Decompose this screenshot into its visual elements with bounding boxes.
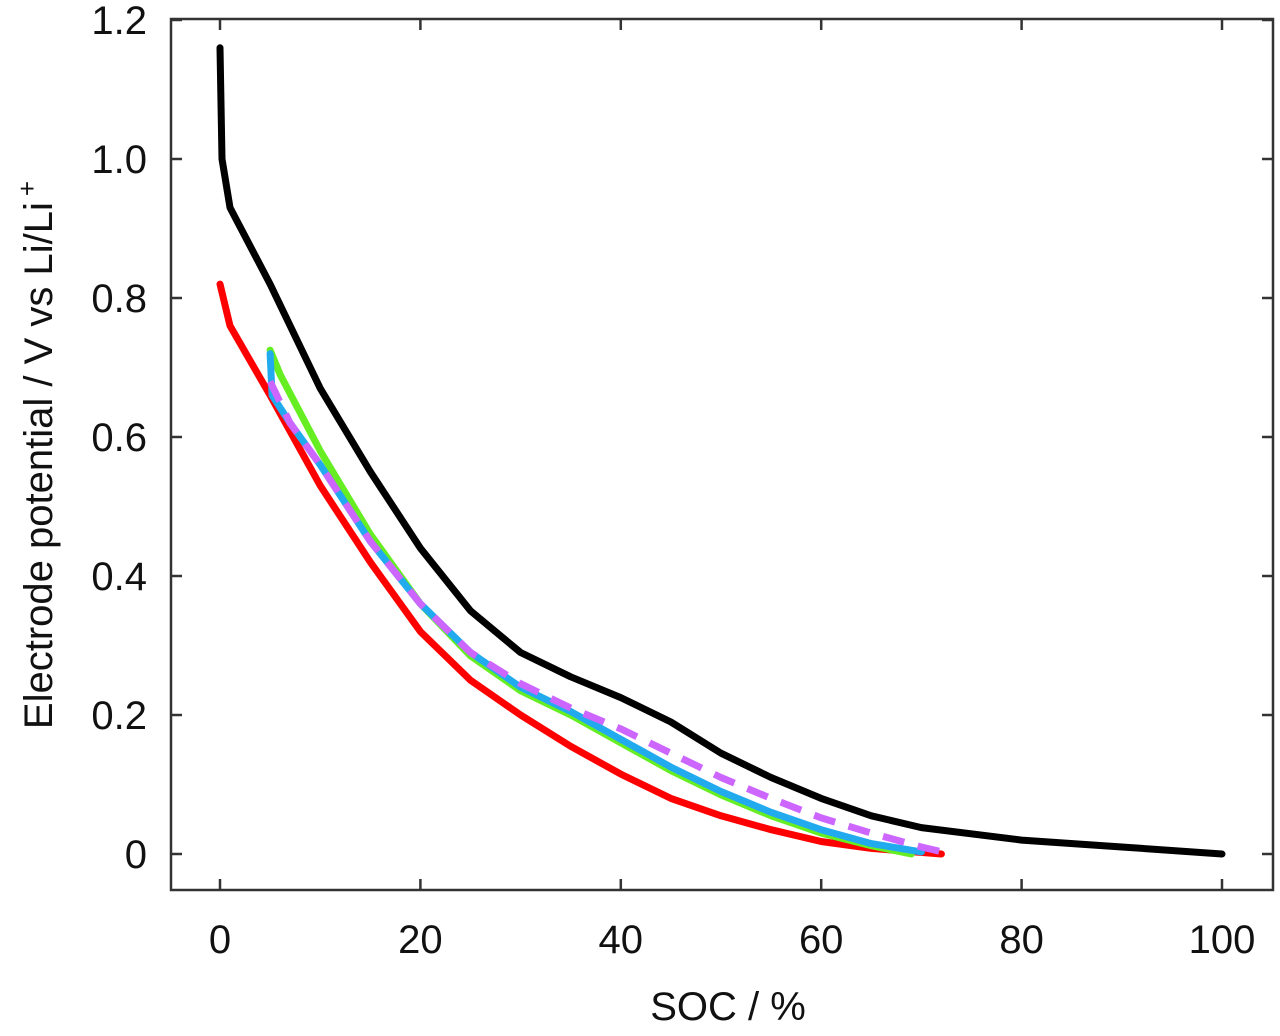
x-tick-label: 100 (1189, 918, 1256, 962)
y-tick-label: 0.2 (91, 694, 147, 738)
x-tick-label: 40 (599, 918, 644, 962)
series-line-blue (266, 350, 925, 856)
y-tick-labels: 0 0.2 0.4 0.6 0.8 1.0 1.2 (91, 0, 147, 877)
y-tick-label: 1.2 (91, 0, 147, 43)
x-tick-labels: 0 20 40 60 80 100 (209, 918, 1256, 962)
x-tick-label: 80 (999, 918, 1044, 962)
x-tick-label: 60 (799, 918, 844, 962)
y-tick-label: 0.8 (91, 277, 147, 321)
plot-lines (216, 44, 1226, 858)
y-tick-label: 0.4 (91, 555, 147, 599)
series-line-purple-dashed (266, 379, 953, 858)
series-line-red (216, 280, 945, 858)
axis-ticks (171, 18, 1273, 890)
y-tick-label: 1.0 (91, 138, 147, 182)
x-axis-label: SOC / % (650, 985, 806, 1029)
series-line-black (216, 44, 1226, 858)
x-tick-label: 20 (398, 918, 443, 962)
y-axis-label: Electrode potential / V vs Li/Li+ (12, 181, 61, 729)
y-tick-label: 0.6 (91, 416, 147, 460)
y-tick-label: 0 (125, 833, 147, 877)
series-line-green (266, 346, 915, 858)
x-tick-label: 0 (209, 918, 231, 962)
plot-frame (169, 17, 1275, 892)
